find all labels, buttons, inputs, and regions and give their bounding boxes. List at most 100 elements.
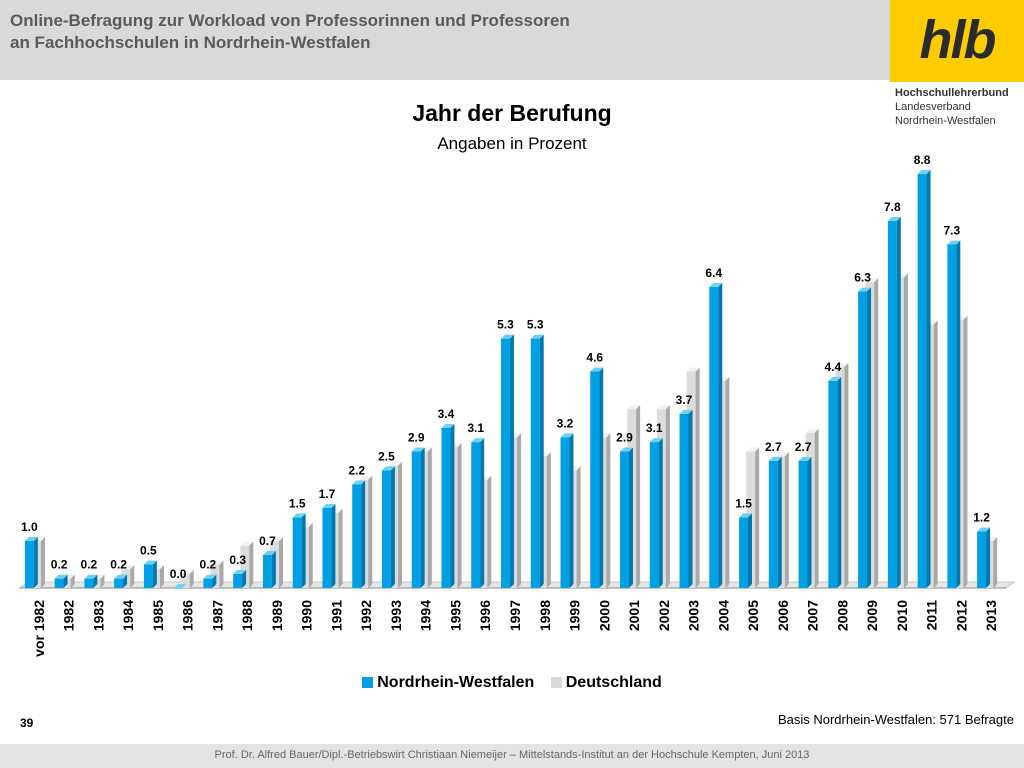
bar-nrw-29-top bbox=[887, 216, 901, 221]
bar-nrw-26-side bbox=[807, 456, 812, 588]
bar-nrw-21-front bbox=[649, 442, 659, 588]
bar-nrw-8-front bbox=[262, 555, 272, 588]
bar-nrw-11-top bbox=[352, 480, 366, 485]
chart-subtitle: Angaben in Prozent bbox=[437, 134, 587, 153]
legend-swatch-de bbox=[550, 677, 562, 689]
bar-nrw-13-top bbox=[411, 447, 425, 452]
bar-nrw-28-side bbox=[867, 287, 872, 588]
bar-de-16-side bbox=[517, 433, 522, 588]
bar-de-14-side bbox=[457, 442, 462, 588]
tick-label-6: 1987 bbox=[209, 600, 225, 631]
tick-label-0: vor 1982 bbox=[31, 600, 47, 657]
tick-label-31: 2012 bbox=[953, 600, 969, 631]
bar-nrw-24-side bbox=[748, 513, 753, 588]
bar-nrw-2 bbox=[84, 574, 98, 588]
bar-de-5-front bbox=[180, 573, 190, 588]
bar-nrw-29 bbox=[887, 216, 901, 588]
bar-nrw-17 bbox=[530, 334, 544, 588]
bar-de-9-side bbox=[308, 522, 313, 588]
bar-de-17-side bbox=[546, 452, 551, 588]
bar-nrw-2-top bbox=[84, 574, 98, 579]
bar-de-28-side bbox=[874, 278, 879, 588]
value-label-nrw-3: 0.2 bbox=[110, 558, 127, 572]
bar-nrw-29-side bbox=[896, 216, 901, 588]
bar-de-22-top bbox=[686, 367, 700, 372]
bar-nrw-11 bbox=[352, 480, 366, 588]
bar-nrw-1-side bbox=[63, 574, 68, 588]
bar-de-6-side bbox=[219, 560, 224, 588]
tick-label-9: 1990 bbox=[299, 600, 315, 631]
value-label-nrw-15: 3.1 bbox=[467, 421, 484, 435]
tick-label-30: 2011 bbox=[924, 600, 940, 631]
bar-de-5-side bbox=[189, 569, 194, 588]
value-label-nrw-17: 5.3 bbox=[527, 318, 544, 332]
tick-label-10: 1991 bbox=[328, 600, 344, 631]
value-label-nrw-14: 3.4 bbox=[438, 407, 455, 421]
value-label-nrw-12: 2.5 bbox=[378, 449, 395, 463]
bar-de-24-side bbox=[755, 447, 760, 588]
bar-nrw-14-top bbox=[441, 423, 455, 428]
bar-nrw-32-top bbox=[977, 527, 991, 532]
page-number: 39 bbox=[20, 716, 34, 730]
bar-de-0-side bbox=[40, 536, 45, 588]
bar-nrw-31-top bbox=[947, 240, 961, 245]
bar-nrw-4-side bbox=[152, 560, 157, 588]
bar-de-24-top bbox=[746, 447, 760, 452]
bar-nrw-15-top bbox=[471, 438, 485, 443]
value-label-nrw-9: 1.5 bbox=[289, 496, 306, 510]
bar-de-20-side bbox=[636, 405, 641, 588]
tick-label-28: 2009 bbox=[864, 600, 880, 631]
bar-nrw-6-front bbox=[203, 578, 213, 588]
tick-label-25: 2006 bbox=[775, 600, 791, 631]
header-bar: Online-Befragung zur Workload von Profes… bbox=[0, 0, 890, 80]
legend-swatch-nrw bbox=[362, 677, 374, 689]
bar-nrw-12 bbox=[381, 466, 395, 588]
bar-nrw-1-front bbox=[54, 578, 64, 588]
bar-de-27-side bbox=[844, 362, 849, 588]
bar-de-7 bbox=[240, 541, 254, 588]
bar-nrw-17-front bbox=[530, 338, 540, 588]
bar-nrw-10-top bbox=[322, 503, 336, 508]
value-label-nrw-21: 3.1 bbox=[646, 421, 663, 435]
bar-de-11-side bbox=[368, 475, 373, 588]
tick-label-5: 1986 bbox=[180, 600, 196, 631]
bar-nrw-19-top bbox=[590, 367, 604, 372]
bar-nrw-25-side bbox=[777, 456, 782, 588]
value-label-nrw-6: 0.2 bbox=[200, 558, 217, 572]
bar-nrw-21-top bbox=[649, 438, 663, 443]
bar-de-30-side bbox=[933, 320, 938, 588]
bar-nrw-24-front bbox=[739, 517, 749, 588]
value-label-nrw-29: 7.8 bbox=[884, 200, 901, 214]
bar-nrw-27-side bbox=[837, 376, 842, 588]
tick-label-29: 2010 bbox=[894, 600, 910, 631]
tick-label-4: 1985 bbox=[150, 600, 166, 631]
bar-nrw-9-side bbox=[301, 513, 306, 588]
value-label-nrw-1: 0.2 bbox=[51, 558, 68, 572]
bar-nrw-4-top bbox=[143, 560, 157, 565]
bar-nrw-14-side bbox=[450, 423, 455, 588]
bar-nrw-10-front bbox=[322, 507, 332, 588]
bar-nrw-4 bbox=[143, 560, 157, 588]
value-label-nrw-28: 6.3 bbox=[854, 271, 871, 285]
legend-label-nrw: Nordrhein-Westfalen bbox=[377, 674, 535, 691]
bar-de-10-side bbox=[338, 508, 343, 588]
tick-label-16: 1997 bbox=[507, 600, 523, 631]
tick-label-2: 1983 bbox=[90, 600, 106, 631]
bar-nrw-8 bbox=[262, 551, 276, 588]
value-label-nrw-22: 3.7 bbox=[676, 393, 693, 407]
bar-nrw-23-side bbox=[718, 282, 723, 588]
tick-label-15: 1996 bbox=[477, 600, 493, 631]
bar-nrw-9-top bbox=[292, 513, 306, 518]
bar-nrw-23-top bbox=[709, 282, 723, 287]
bar-nrw-0-front bbox=[24, 540, 34, 588]
bar-de-12-top bbox=[389, 461, 403, 466]
legend-label-de: Deutschland bbox=[565, 674, 662, 691]
bar-de-7-top bbox=[240, 541, 254, 546]
bar-de-11-top bbox=[359, 475, 373, 480]
bar-nrw-29-front bbox=[887, 220, 897, 588]
bar-nrw-3 bbox=[114, 574, 128, 588]
bar-nrw-1-top bbox=[54, 574, 68, 579]
bar-nrw-26 bbox=[798, 456, 812, 588]
bar-nrw-27-front bbox=[828, 380, 838, 588]
bar-nrw-31 bbox=[947, 240, 961, 588]
